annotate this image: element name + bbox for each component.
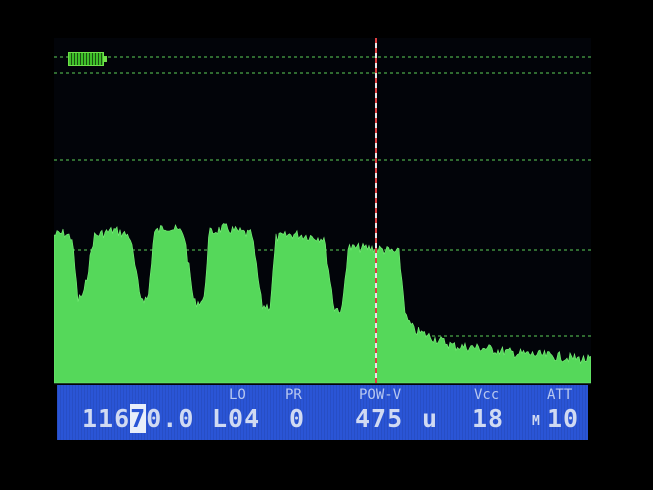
att-value: 10 — [547, 404, 580, 433]
vcc-value: 18 — [472, 404, 505, 433]
vcc-label: Vcc — [474, 387, 500, 403]
pr-label: PR — [285, 387, 302, 403]
spectrum-plot — [54, 38, 591, 384]
spectrum-display — [54, 38, 591, 385]
att-label: ATT — [547, 387, 573, 403]
pow-label: POW-V — [359, 387, 402, 403]
spectrum-trace — [54, 223, 591, 384]
frequency-cursor-digit[interactable]: 7 — [130, 404, 147, 433]
pow-value: 475 — [355, 404, 404, 433]
lo-label: LO — [229, 387, 246, 403]
att-prefix: M — [532, 414, 541, 429]
frequency-value[interactable]: 11670.0 — [82, 404, 195, 433]
pow-unit: u — [422, 404, 439, 433]
battery-full-icon — [68, 52, 107, 66]
pr-value: 0 — [289, 404, 306, 433]
lo-value: L04 — [212, 404, 261, 433]
status-bar: LO PR POW-V Vcc ATT 11670.0 L04 0 475 u … — [57, 385, 588, 440]
